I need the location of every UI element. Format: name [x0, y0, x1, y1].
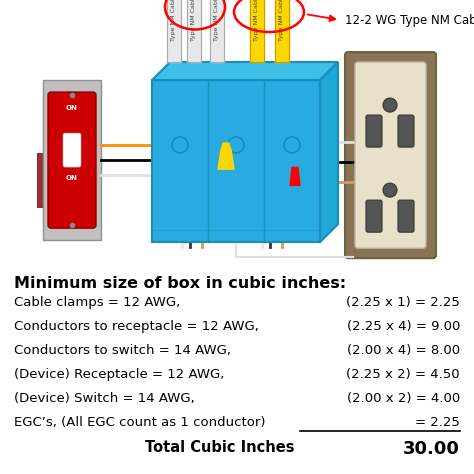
Text: 30.00: 30.00 [403, 440, 460, 458]
Text: Type NM Cable: Type NM Cable [255, 0, 259, 41]
Text: Type NM Cable: Type NM Cable [172, 0, 176, 41]
Text: 12-2 WG Type NM Cable: 12-2 WG Type NM Cable [345, 14, 474, 27]
Text: Type NM Cable: Type NM Cable [191, 0, 197, 41]
Text: (Device) Switch = 14 AWG,: (Device) Switch = 14 AWG, [14, 392, 195, 405]
Polygon shape [187, 0, 201, 62]
Text: (2.25 x 4) = 9.00: (2.25 x 4) = 9.00 [346, 320, 460, 333]
Polygon shape [152, 80, 320, 242]
Text: EGC’s, (All EGC count as 1 conductor): EGC’s, (All EGC count as 1 conductor) [14, 416, 265, 429]
Text: Minimum size of box in cubic inches:: Minimum size of box in cubic inches: [14, 276, 346, 291]
Polygon shape [290, 167, 300, 185]
Text: (2.00 x 2) = 4.00: (2.00 x 2) = 4.00 [347, 392, 460, 405]
Text: (2.25 x 1) = 2.25: (2.25 x 1) = 2.25 [346, 296, 460, 309]
FancyBboxPatch shape [398, 200, 414, 232]
Text: ON: ON [66, 175, 78, 181]
FancyBboxPatch shape [48, 92, 96, 228]
Text: Total Cubic Inches: Total Cubic Inches [146, 440, 295, 455]
Text: Type NM Cable: Type NM Cable [280, 0, 284, 41]
Circle shape [383, 98, 397, 112]
Polygon shape [210, 0, 224, 62]
Polygon shape [320, 62, 338, 242]
FancyBboxPatch shape [63, 133, 81, 167]
Text: OFF: OFF [64, 150, 80, 156]
Text: = 2.25: = 2.25 [415, 416, 460, 429]
FancyBboxPatch shape [345, 52, 436, 258]
FancyBboxPatch shape [398, 115, 414, 147]
Text: Cable clamps = 12 AWG,: Cable clamps = 12 AWG, [14, 296, 180, 309]
FancyBboxPatch shape [366, 200, 382, 232]
FancyBboxPatch shape [366, 115, 382, 147]
Text: ON: ON [66, 105, 78, 111]
Polygon shape [218, 149, 234, 169]
Text: Conductors to receptacle = 12 AWG,: Conductors to receptacle = 12 AWG, [14, 320, 259, 333]
Polygon shape [221, 143, 231, 151]
Polygon shape [167, 0, 181, 62]
Polygon shape [250, 0, 264, 62]
Text: Type NM Cable: Type NM Cable [215, 0, 219, 41]
Polygon shape [43, 80, 101, 240]
Polygon shape [275, 0, 289, 62]
FancyBboxPatch shape [355, 62, 426, 248]
Text: (2.25 x 2) = 4.50: (2.25 x 2) = 4.50 [346, 368, 460, 381]
FancyBboxPatch shape [37, 153, 57, 207]
Polygon shape [152, 62, 338, 80]
Text: (2.00 x 4) = 8.00: (2.00 x 4) = 8.00 [347, 344, 460, 357]
Circle shape [383, 183, 397, 197]
Text: Conductors to switch = 14 AWG,: Conductors to switch = 14 AWG, [14, 344, 231, 357]
Text: (Device) Receptacle = 12 AWG,: (Device) Receptacle = 12 AWG, [14, 368, 224, 381]
